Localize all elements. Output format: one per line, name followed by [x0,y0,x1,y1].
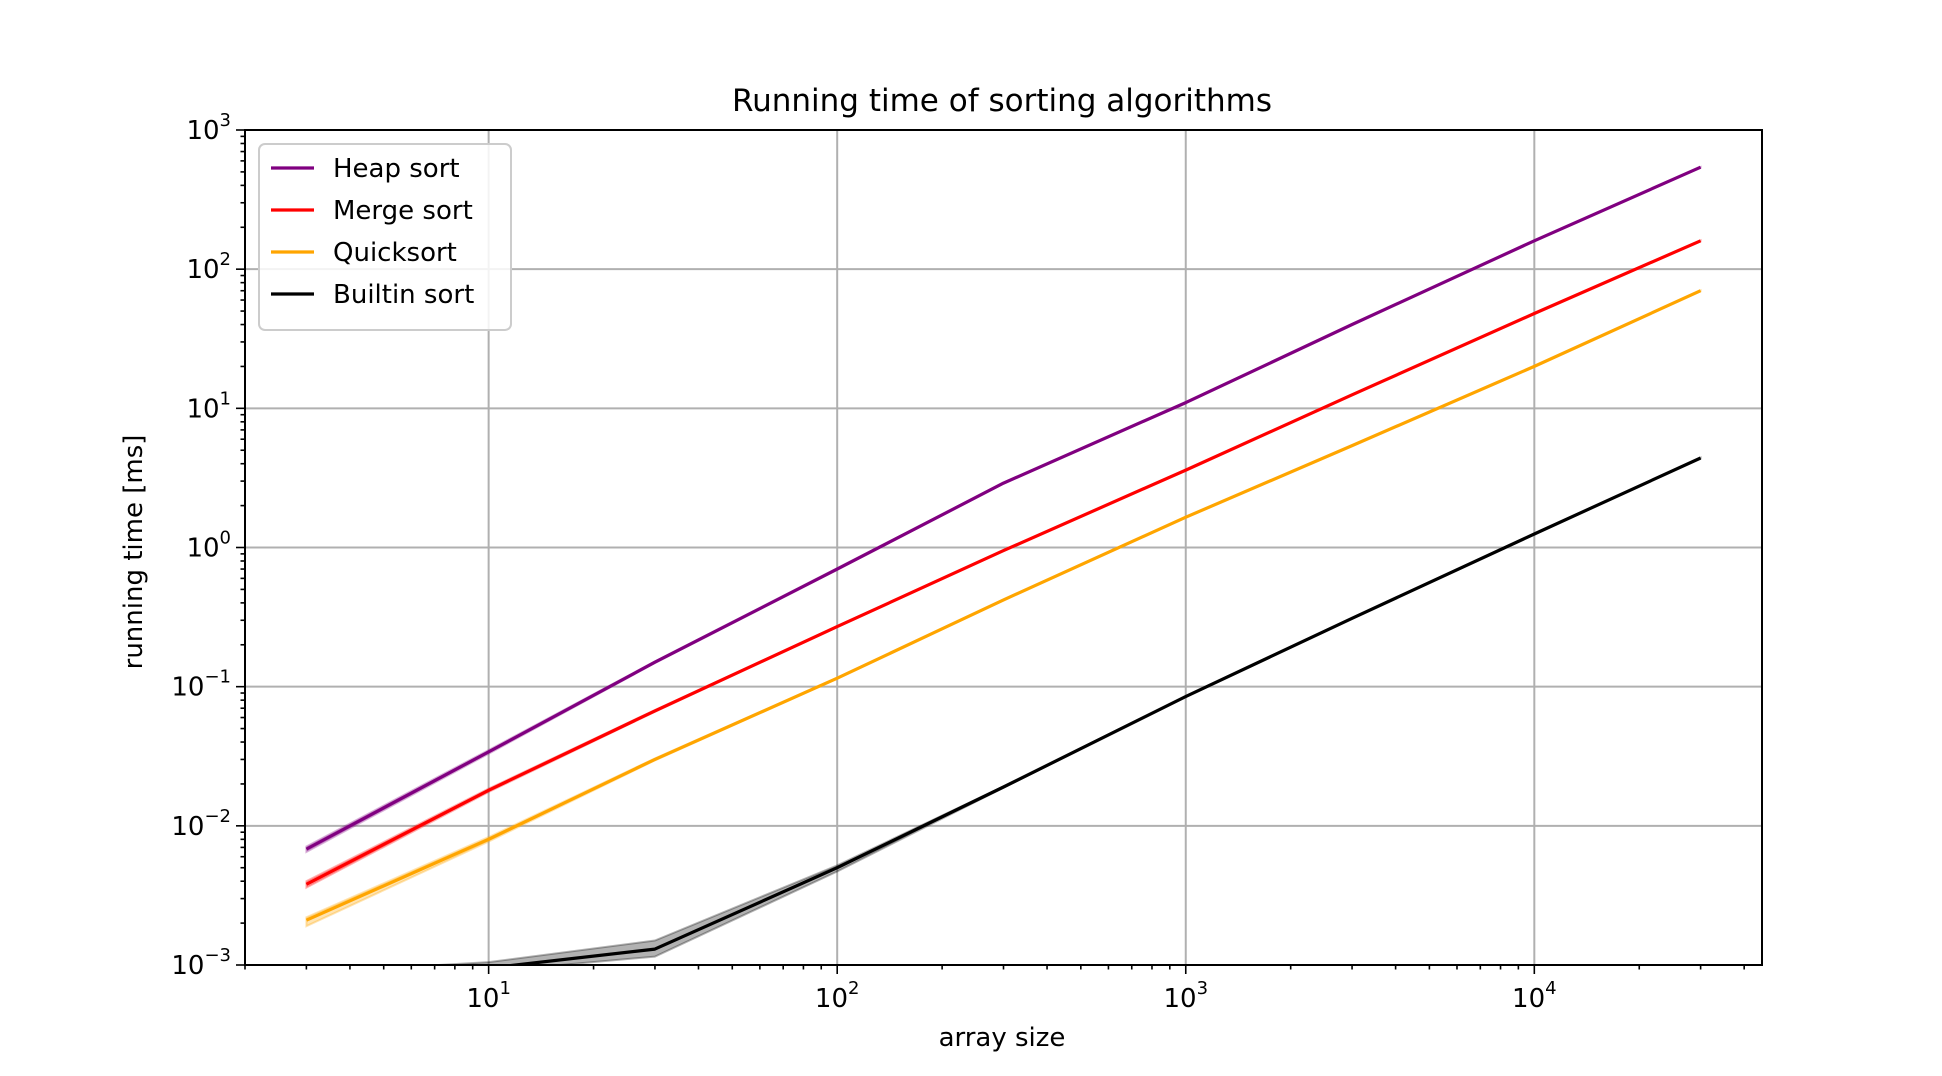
x-tick-label-exponent: 3 [1197,978,1208,999]
x-axis-label: array size [939,1023,1066,1053]
x-tick-label-base: 10 [1163,984,1196,1014]
legend-entry-builtin-sort: Builtin sort [333,280,474,310]
x-tick-label: 101 [466,978,511,1014]
series-line-merge-sort [305,239,1702,886]
y-tick-label-exponent: 0 [220,528,231,549]
y-tick-label-base: 10 [171,951,204,981]
series-line-heap-sort [305,165,1702,851]
y-tick-label-exponent: −3 [204,945,231,966]
x-tick-label-base: 10 [466,984,499,1014]
legend-entry-heap-sort: Heap sort [333,154,460,184]
y-tick-label-exponent: 3 [220,110,231,131]
x-tick-label-base: 10 [1512,984,1545,1014]
y-tick-label: 10−1 [171,667,231,703]
x-tick-label: 104 [1512,978,1557,1014]
legend-box [258,143,512,331]
series-line-builtin-sort [501,456,1702,965]
x-tick-label-exponent: 2 [848,978,859,999]
y-tick-label-exponent: −2 [204,806,231,827]
y-tick-label-base: 10 [186,116,219,146]
y-axis-label: running time [ms] [119,435,149,670]
series-group [305,165,1702,965]
y-tick-label-base: 10 [171,812,204,842]
y-tick-label-exponent: 1 [220,388,231,409]
x-tick-label: 103 [1163,978,1208,1014]
legend: Heap sort Merge sort Quicksort Builtin sort [258,143,512,331]
x-tick-label-base: 10 [815,984,848,1014]
series-line-quicksort [305,289,1702,922]
y-tick-label: 10−2 [171,806,231,842]
plot-area: 101 102 103 10410−310−210−1100101102103Heap… [171,110,1763,1014]
y-tick-label: 101 [186,388,231,424]
y-tick-label-base: 10 [186,255,219,285]
y-tick-label-base: 10 [171,673,204,703]
y-tick-label-exponent: 2 [220,249,231,270]
y-tick-label: 103 [186,110,231,146]
legend-entry-quicksort: Quicksort [333,238,457,268]
y-tick-label-base: 10 [186,394,219,424]
y-tick-label: 10−3 [171,945,231,981]
x-tick-label: 102 [815,978,860,1014]
legend-entry-merge-sort: Merge sort [333,196,473,226]
x-tick-label-exponent: 4 [1545,978,1556,999]
y-tick-label-exponent: −1 [204,667,231,688]
y-tick-label-base: 10 [186,534,219,564]
x-ticks: 101 102 103 104 [244,965,1745,1014]
y-tick-label: 100 [186,528,231,564]
x-tick-label-exponent: 1 [499,978,510,999]
y-tick-label: 102 [186,249,231,285]
chart-title: Running time of sorting algorithms [732,83,1272,119]
